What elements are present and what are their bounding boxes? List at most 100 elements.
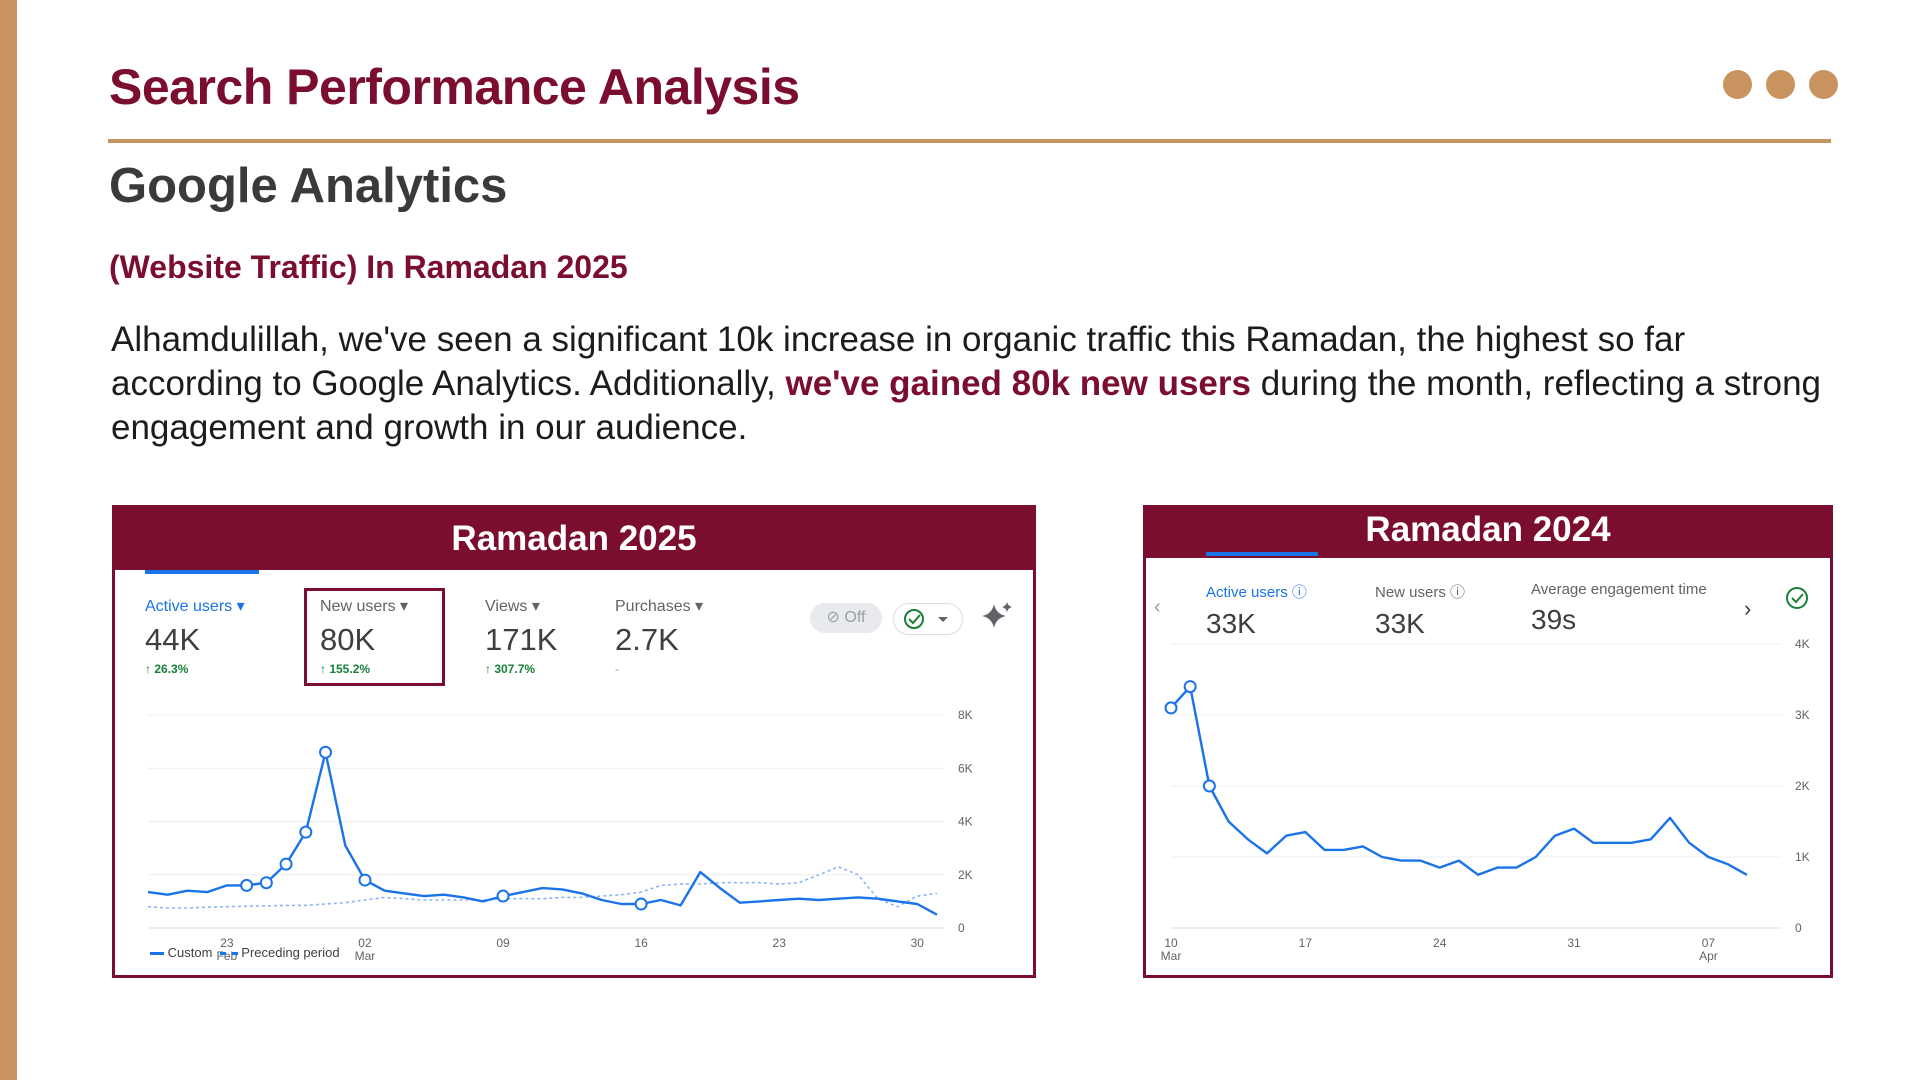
dot-2: [1766, 70, 1795, 99]
data-point-marker: [1183, 680, 1197, 694]
x-tick-label: 10: [1164, 936, 1178, 950]
y-tick-label: 0: [958, 921, 965, 935]
title-divider: [108, 139, 1831, 143]
metric-value: 39s: [1531, 604, 1577, 635]
x-tick-label: 07: [1702, 936, 1716, 950]
legend-custom: Custom: [167, 945, 213, 960]
chevron-right-icon[interactable]: ›: [1744, 596, 1752, 621]
x-tick-label: 23: [773, 936, 787, 950]
section-subhead: (Website Traffic) In Ramadan 2025: [109, 249, 628, 285]
y-tick-label: 1K: [1795, 850, 1810, 864]
dot-1: [1723, 70, 1752, 99]
caret-down-icon: ▾: [531, 598, 540, 615]
sparkle-insights-icon[interactable]: [980, 600, 1014, 634]
metric-change: -: [615, 662, 619, 676]
data-point-marker: [1202, 779, 1216, 793]
series-line-preceding: [147, 865, 938, 909]
status-check-dropdown[interactable]: [893, 603, 963, 635]
x-tick-label: 31: [1567, 936, 1581, 950]
legend-dashed-swatch: [219, 952, 238, 956]
y-tick-label: 2K: [1795, 779, 1810, 793]
dot-3: [1809, 70, 1838, 99]
metric-value: 44K: [145, 622, 201, 657]
section-subtitle: Google Analytics: [109, 159, 508, 213]
summary-paragraph: Alhamdulillah, we've seen a significant …: [111, 318, 1831, 450]
y-tick-label: 3K: [1795, 708, 1810, 722]
metric-engagement-time[interactable]: Average engagement time 39s: [1531, 581, 1727, 636]
metric-label: Purchases: [615, 598, 691, 615]
metric-value: 33K: [1206, 608, 1256, 639]
metric-active-users[interactable]: Active users ▾ 44K ↑ 26.3%: [145, 596, 245, 676]
metric-change: ↑ 307.7%: [485, 662, 536, 676]
data-point-marker: [358, 873, 372, 887]
x-tick-label: 09: [496, 936, 510, 950]
metric-change: ↑ 155.2%: [320, 662, 371, 676]
series-line-main: [1170, 685, 1748, 876]
chevron-left-icon[interactable]: ‹: [1154, 596, 1161, 618]
panel-ramadan-2024: Ramadan 2024 ‹ Active users ⓘ 33K New us…: [1143, 505, 1833, 978]
panel-2025-title: Ramadan 2025: [115, 508, 1033, 570]
panel-2024-title: Ramadan 2024: [1146, 508, 1830, 558]
metric-purchases[interactable]: Purchases ▾ 2.7K -: [615, 596, 703, 676]
help-icon: ⓘ: [1291, 584, 1307, 601]
summary-text-start: Alhamdulillah, we've seen a significant …: [111, 320, 1686, 403]
compare-toggle-off[interactable]: ⊘ Off: [810, 603, 882, 633]
x-tick-label: 02: [358, 936, 372, 950]
compare-off-label: Off: [844, 609, 866, 626]
x-tick-label: 23: [220, 936, 234, 950]
y-tick-label: 4K: [1795, 637, 1810, 651]
data-point-marker: [259, 876, 273, 890]
data-point-marker: [634, 897, 648, 911]
data-point-marker: [1164, 701, 1178, 715]
active-tab-indicator: [145, 570, 259, 574]
legend-preceding: Preceding period: [241, 945, 340, 960]
metric-change: ↑ 26.3%: [145, 662, 189, 676]
metric-value: 171K: [485, 622, 558, 657]
metric-label: Views: [485, 598, 528, 615]
metric-label: Active users: [145, 598, 233, 615]
metric-views[interactable]: Views ▾ 171K ↑ 307.7%: [485, 596, 557, 676]
x-tick-label: 30: [911, 936, 925, 950]
metric-label: Active users: [1206, 584, 1288, 601]
metric-value: 80K: [320, 622, 376, 657]
caret-down-icon: ▾: [236, 598, 245, 615]
metric-label: New users: [320, 598, 396, 615]
metric-new-users[interactable]: New users ⓘ 33K: [1375, 581, 1465, 640]
x-tick-sublabel: Apr: [1699, 949, 1718, 963]
y-tick-label: 8K: [958, 708, 973, 722]
page-title: Search Performance Analysis: [109, 59, 800, 115]
caret-down-icon: ▾: [695, 598, 704, 615]
data-point-marker: [279, 857, 293, 871]
help-icon: ⓘ: [1450, 584, 1466, 601]
series-line-main: [147, 751, 938, 916]
caret-down-icon: ▾: [400, 598, 409, 615]
panel-ramadan-2025: Ramadan 2025 Active users ▾ 44K ↑ 26.3% …: [112, 505, 1036, 978]
metric-label: New users: [1375, 584, 1446, 601]
chart-legend: Custom Preceding period: [150, 945, 340, 960]
x-tick-label: 16: [634, 936, 648, 950]
new-users-highlight-box: [304, 588, 445, 686]
y-tick-label: 0: [1795, 921, 1802, 935]
metric-active-users[interactable]: Active users ⓘ 33K: [1206, 581, 1307, 640]
left-accent-bar: [0, 0, 17, 1080]
metric-label: Average engagement time: [1531, 581, 1707, 598]
data-point-marker: [496, 889, 510, 903]
x-tick-label: 24: [1433, 936, 1447, 950]
y-tick-label: 2K: [958, 868, 973, 882]
x-tick-sublabel: Mar: [1161, 949, 1182, 963]
metric-value: 33K: [1375, 608, 1425, 639]
y-tick-label: 6K: [958, 761, 973, 775]
legend-solid-swatch: [150, 952, 164, 956]
check-circle-icon[interactable]: [1784, 585, 1810, 611]
decorative-dots: [1723, 70, 1838, 99]
metric-new-users[interactable]: New users ▾ 80K ↑ 155.2%: [320, 596, 408, 676]
y-tick-label: 4K: [958, 815, 973, 829]
metric-value: 2.7K: [615, 622, 679, 657]
active-tab-indicator: [1206, 552, 1318, 556]
check-circle-icon: [904, 609, 948, 629]
data-point-marker: [299, 825, 313, 839]
x-tick-sublabel: Mar: [355, 949, 376, 963]
data-point-marker: [240, 878, 254, 892]
